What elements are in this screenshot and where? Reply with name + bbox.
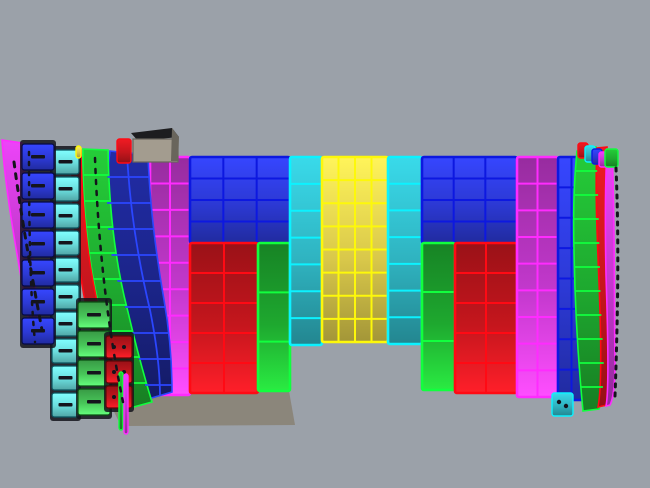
tab-cyan-foot-bottomright bbox=[551, 392, 574, 417]
panel-label-mark bbox=[58, 187, 73, 191]
facade-grid-green-left bbox=[256, 241, 292, 393]
panel-label-mark bbox=[31, 271, 45, 275]
panel-label-mark bbox=[31, 184, 45, 188]
panel-bolt-dot bbox=[112, 395, 116, 399]
panel-label-mark bbox=[58, 241, 73, 245]
panel-grid-base bbox=[256, 241, 292, 393]
panel-label-mark bbox=[31, 300, 45, 304]
facade-grid-cyan-left bbox=[288, 155, 324, 347]
facade-grid-green-right bbox=[420, 241, 457, 392]
panel-label-mark bbox=[58, 349, 73, 353]
facade-grid-blue-right bbox=[420, 155, 519, 245]
ink-details bbox=[12, 150, 620, 409]
right-edge-strips bbox=[572, 146, 616, 412]
panel-stack-cyan-stack bbox=[50, 146, 81, 421]
panel-label-mark bbox=[58, 403, 73, 407]
magenta-edge-sliver bbox=[604, 148, 616, 408]
panel-label-mark bbox=[87, 342, 101, 346]
tab-red-topleft bbox=[116, 138, 132, 164]
stack-panel bbox=[105, 335, 133, 359]
small-edge-tabs bbox=[75, 138, 619, 435]
panel-label-mark bbox=[58, 214, 73, 218]
panel-grid-base bbox=[420, 241, 457, 392]
panel-label-mark bbox=[31, 155, 45, 159]
panel-bolt-dot bbox=[112, 370, 116, 374]
tab-green-topright bbox=[604, 148, 619, 168]
panel-label-mark bbox=[87, 313, 101, 317]
panel-grid-base bbox=[288, 155, 324, 347]
panel-label-mark bbox=[31, 213, 45, 217]
panel-stack-green-stack bbox=[76, 298, 112, 419]
facade-grid-yellow-center bbox=[320, 155, 390, 344]
panel-label-mark bbox=[58, 160, 73, 164]
gray-box-side-face bbox=[171, 128, 179, 161]
panel-label-mark bbox=[31, 242, 45, 246]
facade-grid-red-left bbox=[188, 241, 260, 395]
right-edge-bolt-dots bbox=[613, 166, 620, 398]
tab-sliver-magenta-bottom bbox=[123, 373, 129, 435]
foot-tab-bolt-dot bbox=[556, 399, 562, 405]
foot-tab-bolt-dot bbox=[563, 403, 569, 409]
panel-label-mark bbox=[87, 371, 101, 375]
panel-label-mark bbox=[58, 322, 73, 326]
labeled-panel-stacks bbox=[20, 140, 134, 421]
gray-box bbox=[131, 128, 179, 163]
panel-bolt-dot bbox=[122, 345, 126, 349]
blue-stack-edge-marks bbox=[27, 150, 37, 344]
wedge-label-marks bbox=[12, 160, 44, 332]
facade-grid-cyan-right bbox=[386, 155, 424, 346]
tab-yellow-topleft bbox=[75, 145, 82, 159]
facade-grid-blue-left bbox=[188, 155, 292, 245]
panel-grid-base bbox=[386, 155, 424, 346]
panel-label-mark bbox=[87, 400, 101, 404]
gray-box-top-face bbox=[131, 128, 179, 141]
panel-label-mark bbox=[58, 376, 73, 380]
navy-strip-centerline bbox=[126, 152, 161, 397]
panel-stack-blue-stack bbox=[20, 140, 56, 348]
facade-grid-magenta-right bbox=[515, 155, 560, 399]
panel-label-mark bbox=[58, 295, 73, 299]
facade-grid-red-right bbox=[453, 241, 519, 395]
cyan-stack-edge-marks bbox=[93, 156, 125, 404]
panel-label-mark bbox=[58, 268, 73, 272]
